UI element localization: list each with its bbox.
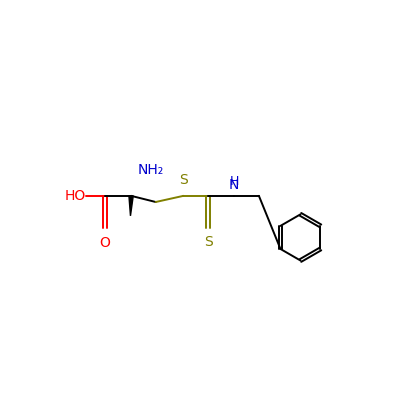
Text: HO: HO xyxy=(64,189,86,203)
Text: NH₂: NH₂ xyxy=(137,163,164,177)
Text: O: O xyxy=(100,236,110,250)
Text: H: H xyxy=(230,175,239,188)
Polygon shape xyxy=(129,196,133,216)
Text: N: N xyxy=(229,178,240,192)
Text: S: S xyxy=(179,173,188,186)
Text: S: S xyxy=(204,235,212,249)
